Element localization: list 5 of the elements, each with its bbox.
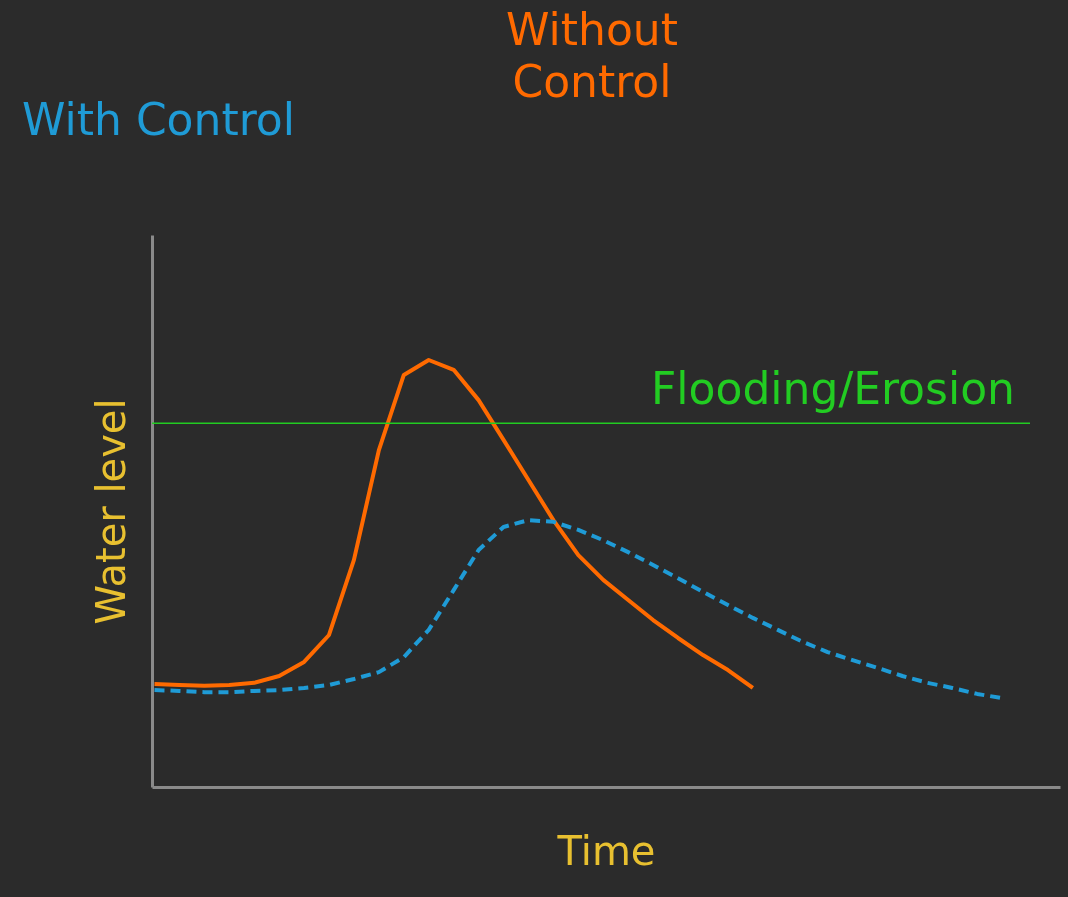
y-axis-title: Water level [87, 398, 134, 625]
x-axis-title: Time [556, 827, 656, 874]
text: With Control [22, 94, 295, 145]
text: Without Control [506, 4, 678, 107]
ref-line-label: Flooding/Erosion [651, 363, 1015, 415]
